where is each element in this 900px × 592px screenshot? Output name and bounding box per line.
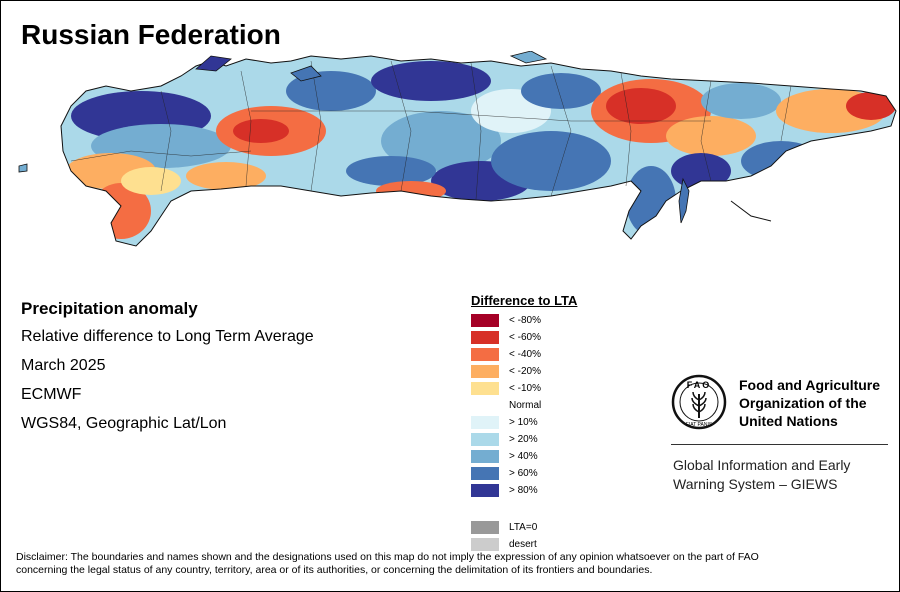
legend-item-8: > 40%: [471, 449, 641, 466]
legend-item-0: < -80%: [471, 313, 641, 330]
precipitation-anomaly-map: [18, 51, 897, 247]
map-title: Russian Federation: [21, 19, 281, 50]
legend-swatch: [471, 467, 499, 480]
legend-label: LTA=0: [509, 522, 538, 533]
legend-label: < -60%: [509, 332, 541, 343]
legend-swatch: [471, 382, 499, 395]
variable-description: Relative difference to Long Term Average: [21, 328, 314, 345]
legend-extra-item-1: desert: [471, 537, 641, 554]
data-source: ECMWF: [21, 386, 82, 403]
legend-item-7: > 20%: [471, 432, 641, 449]
legend-label: > 80%: [509, 485, 538, 496]
legend-label: > 10%: [509, 417, 538, 428]
legend-title: Difference to LTA: [471, 293, 578, 308]
variable-heading: Precipitation anomaly: [21, 299, 198, 318]
legend-label: Normal: [509, 400, 542, 411]
legend-label: desert: [509, 539, 537, 550]
legend-swatch: [471, 416, 499, 429]
legend-item-6: > 10%: [471, 415, 641, 432]
legend-label: < -80%: [509, 315, 541, 326]
logo-divider: [671, 444, 888, 445]
disclaimer: Disclaimer: The boundaries and names sho…: [16, 551, 759, 576]
legend-label: > 20%: [509, 434, 538, 445]
legend-label: > 40%: [509, 451, 538, 462]
legend-swatch: [471, 433, 499, 446]
legend-swatch: [471, 365, 499, 378]
period-label: March 2025: [21, 357, 106, 374]
legend-swatch: [471, 348, 499, 361]
fao-organization-name: Food and Agriculture Organization of the…: [739, 377, 881, 429]
legend-extra-item-0: LTA=0: [471, 520, 641, 537]
legend-swatch: [471, 314, 499, 327]
legend-swatch: [471, 450, 499, 463]
svg-text:FIAT PANIS: FIAT PANIS: [686, 422, 713, 428]
legend-label: < -40%: [509, 349, 541, 360]
legend-item-4: < -10%: [471, 381, 641, 398]
map-legend: Difference to LTA < -80% < -60% < -40% < -2…: [471, 293, 641, 554]
legend-label: < -20%: [509, 366, 541, 377]
legend-item-2: < -40%: [471, 347, 641, 364]
legend-label: < -10%: [509, 383, 541, 394]
legend-swatch: [471, 521, 499, 534]
legend-swatch: [471, 331, 499, 344]
giews-name: Global Information and Early Warning Sys…: [673, 457, 851, 492]
legend-item-10: > 80%: [471, 483, 641, 500]
map-info: Precipitation anomaly Relative differenc…: [21, 299, 314, 443]
legend-swatch: [471, 538, 499, 551]
legend-swatch: [471, 484, 499, 497]
svg-text:FAO: FAO: [687, 380, 712, 390]
legend-item-9: > 60%: [471, 466, 641, 483]
fao-emblem-icon: FAO FIAT PANIS: [671, 374, 727, 430]
legend-item-1: < -60%: [471, 330, 641, 347]
projection-label: WGS84, Geographic Lat/Lon: [21, 415, 227, 432]
legend-item-3: < -20%: [471, 364, 641, 381]
legend-label: > 60%: [509, 468, 538, 479]
legend-item-5: Normal: [471, 398, 641, 415]
